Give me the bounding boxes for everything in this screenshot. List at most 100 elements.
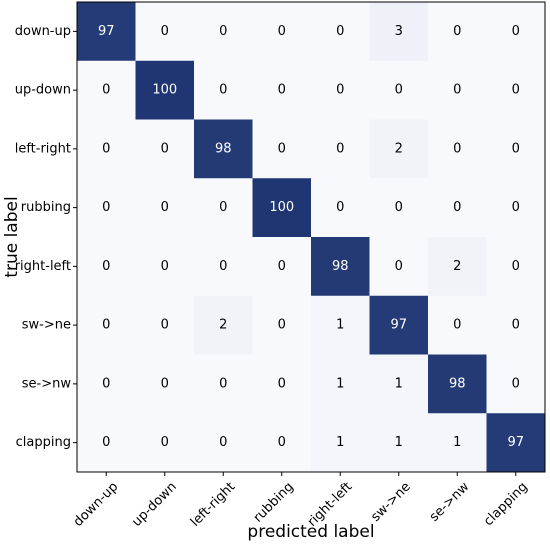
y-tick-label-clapping: clapping (16, 435, 71, 450)
cell-value-label: 1 (336, 376, 344, 391)
cell-value-label: 0 (161, 141, 169, 156)
cell-value-label: 0 (102, 83, 110, 98)
heatmap-cell-5-3 (194, 237, 253, 297)
cell-value-label: 0 (278, 259, 286, 274)
heatmap-cell-6-5 (311, 295, 370, 355)
cell-value-label: 97 (390, 318, 407, 333)
cell-value-label: 0 (278, 24, 286, 39)
y-tick-label-se-nw: se->nw (22, 376, 72, 391)
cell-value-label: 2 (395, 141, 403, 156)
cell-value-label: 0 (512, 83, 520, 98)
heatmap-cell-3-1 (77, 119, 136, 179)
cell-value-label: 0 (102, 435, 110, 450)
heatmap-cell-8-5 (311, 413, 370, 473)
cell-value-label: 0 (453, 200, 461, 215)
x-tick-label-down-up: down-up (71, 479, 121, 529)
cell-value-label: 0 (512, 318, 520, 333)
cell-value-label: 1 (395, 435, 403, 450)
x-tick-label-up-down: up-down (129, 479, 179, 529)
cell-value-label: 0 (395, 259, 403, 274)
cell-value-label: 0 (161, 376, 169, 391)
heatmap-cell-2-2 (135, 60, 195, 120)
heatmap-cell-1-3 (194, 2, 253, 62)
cell-value-label: 0 (278, 141, 286, 156)
heatmap-cell-5-6 (369, 237, 429, 297)
heatmap-cell-5-5 (311, 237, 370, 297)
y-tick-label-rubbing: rubbing (21, 200, 71, 215)
cell-value-label: 0 (512, 200, 520, 215)
cell-value-label: 0 (395, 200, 403, 215)
cell-value-label: 0 (512, 259, 520, 274)
heatmap-cell-4-2 (135, 178, 195, 238)
cell-value-label: 0 (102, 318, 110, 333)
cell-value-label: 97 (507, 435, 524, 450)
heatmap-cell-2-1 (77, 60, 136, 120)
cell-value-label: 0 (161, 24, 169, 39)
heatmap-cell-6-8 (486, 295, 546, 355)
cell-value-label: 0 (102, 200, 110, 215)
heatmap-cell-8-3 (194, 413, 253, 473)
heatmap-cell-7-7 (428, 354, 487, 414)
heatmap-cell-8-8 (486, 413, 546, 473)
cell-value-label: 0 (219, 376, 227, 391)
heatmap-cell-4-3 (194, 178, 253, 238)
y-tick-label-sw-ne: sw->ne (22, 318, 71, 333)
heatmap-cell-2-7 (428, 60, 487, 120)
heatmap-cell-4-8 (486, 178, 546, 238)
cell-value-label: 0 (453, 141, 461, 156)
cell-value-label: 98 (332, 259, 349, 274)
heatmap-cell-8-2 (135, 413, 195, 473)
heatmap-cell-8-4 (252, 413, 312, 473)
x-tick-label-left-right: left-right (188, 479, 238, 529)
y-tick-label-down-up: down-up (15, 24, 71, 39)
y-tick-label-right-left: right-left (15, 259, 71, 274)
heatmap-cell-7-6 (369, 354, 429, 414)
cell-value-label: 1 (395, 376, 403, 391)
heatmap-cell-4-7 (428, 178, 487, 238)
heatmap-cell-2-8 (486, 60, 546, 120)
heatmap-cell-8-7 (428, 413, 487, 473)
heatmap-cell-1-5 (311, 2, 370, 62)
heatmap-cell-1-8 (486, 2, 546, 62)
y-tick-label-up-down: up-down (15, 83, 71, 98)
cell-value-label: 0 (102, 259, 110, 274)
cell-value-label: 0 (161, 259, 169, 274)
heatmap-cell-2-6 (369, 60, 429, 120)
x-tick-label-sw-ne: sw->ne (368, 479, 413, 524)
heatmap-cell-6-4 (252, 295, 312, 355)
cell-value-label: 0 (453, 83, 461, 98)
heatmap-cell-4-1 (77, 178, 136, 238)
heatmap-cell-2-3 (194, 60, 253, 120)
heatmap-cell-7-2 (135, 354, 195, 414)
cell-value-label: 2 (453, 259, 461, 274)
cell-value-label: 0 (453, 24, 461, 39)
heatmap-cell-7-4 (252, 354, 312, 414)
y-tick-label-left-right: left-right (15, 141, 71, 156)
cell-value-label: 0 (336, 24, 344, 39)
heatmap-cell-3-2 (135, 119, 195, 179)
cell-value-label: 3 (395, 24, 403, 39)
heatmap-cell-3-3 (194, 119, 253, 179)
heatmap-cell-6-2 (135, 295, 195, 355)
heatmap-cell-7-3 (194, 354, 253, 414)
cell-value-label: 1 (453, 435, 461, 450)
heatmap-cell-5-8 (486, 237, 546, 297)
cell-value-label: 0 (278, 435, 286, 450)
cell-value-label: 98 (215, 141, 232, 156)
cell-value-label: 0 (219, 259, 227, 274)
y-axis-label: true label (2, 196, 22, 277)
x-tick-label-rubbing: rubbing (251, 479, 297, 525)
cell-value-label: 0 (278, 83, 286, 98)
heatmap-cell-1-1 (77, 2, 136, 62)
cell-value-label: 2 (219, 318, 227, 333)
cell-value-label: 1 (336, 318, 344, 333)
heatmap-cell-6-6 (369, 295, 429, 355)
cell-value-label: 0 (278, 318, 286, 333)
heatmap-cell-3-4 (252, 119, 312, 179)
cell-value-label: 0 (219, 435, 227, 450)
cell-value-label: 0 (512, 24, 520, 39)
heatmap-cell-6-3 (194, 295, 253, 355)
heatmap-cell-4-4 (252, 178, 312, 238)
cell-value-label: 0 (219, 24, 227, 39)
